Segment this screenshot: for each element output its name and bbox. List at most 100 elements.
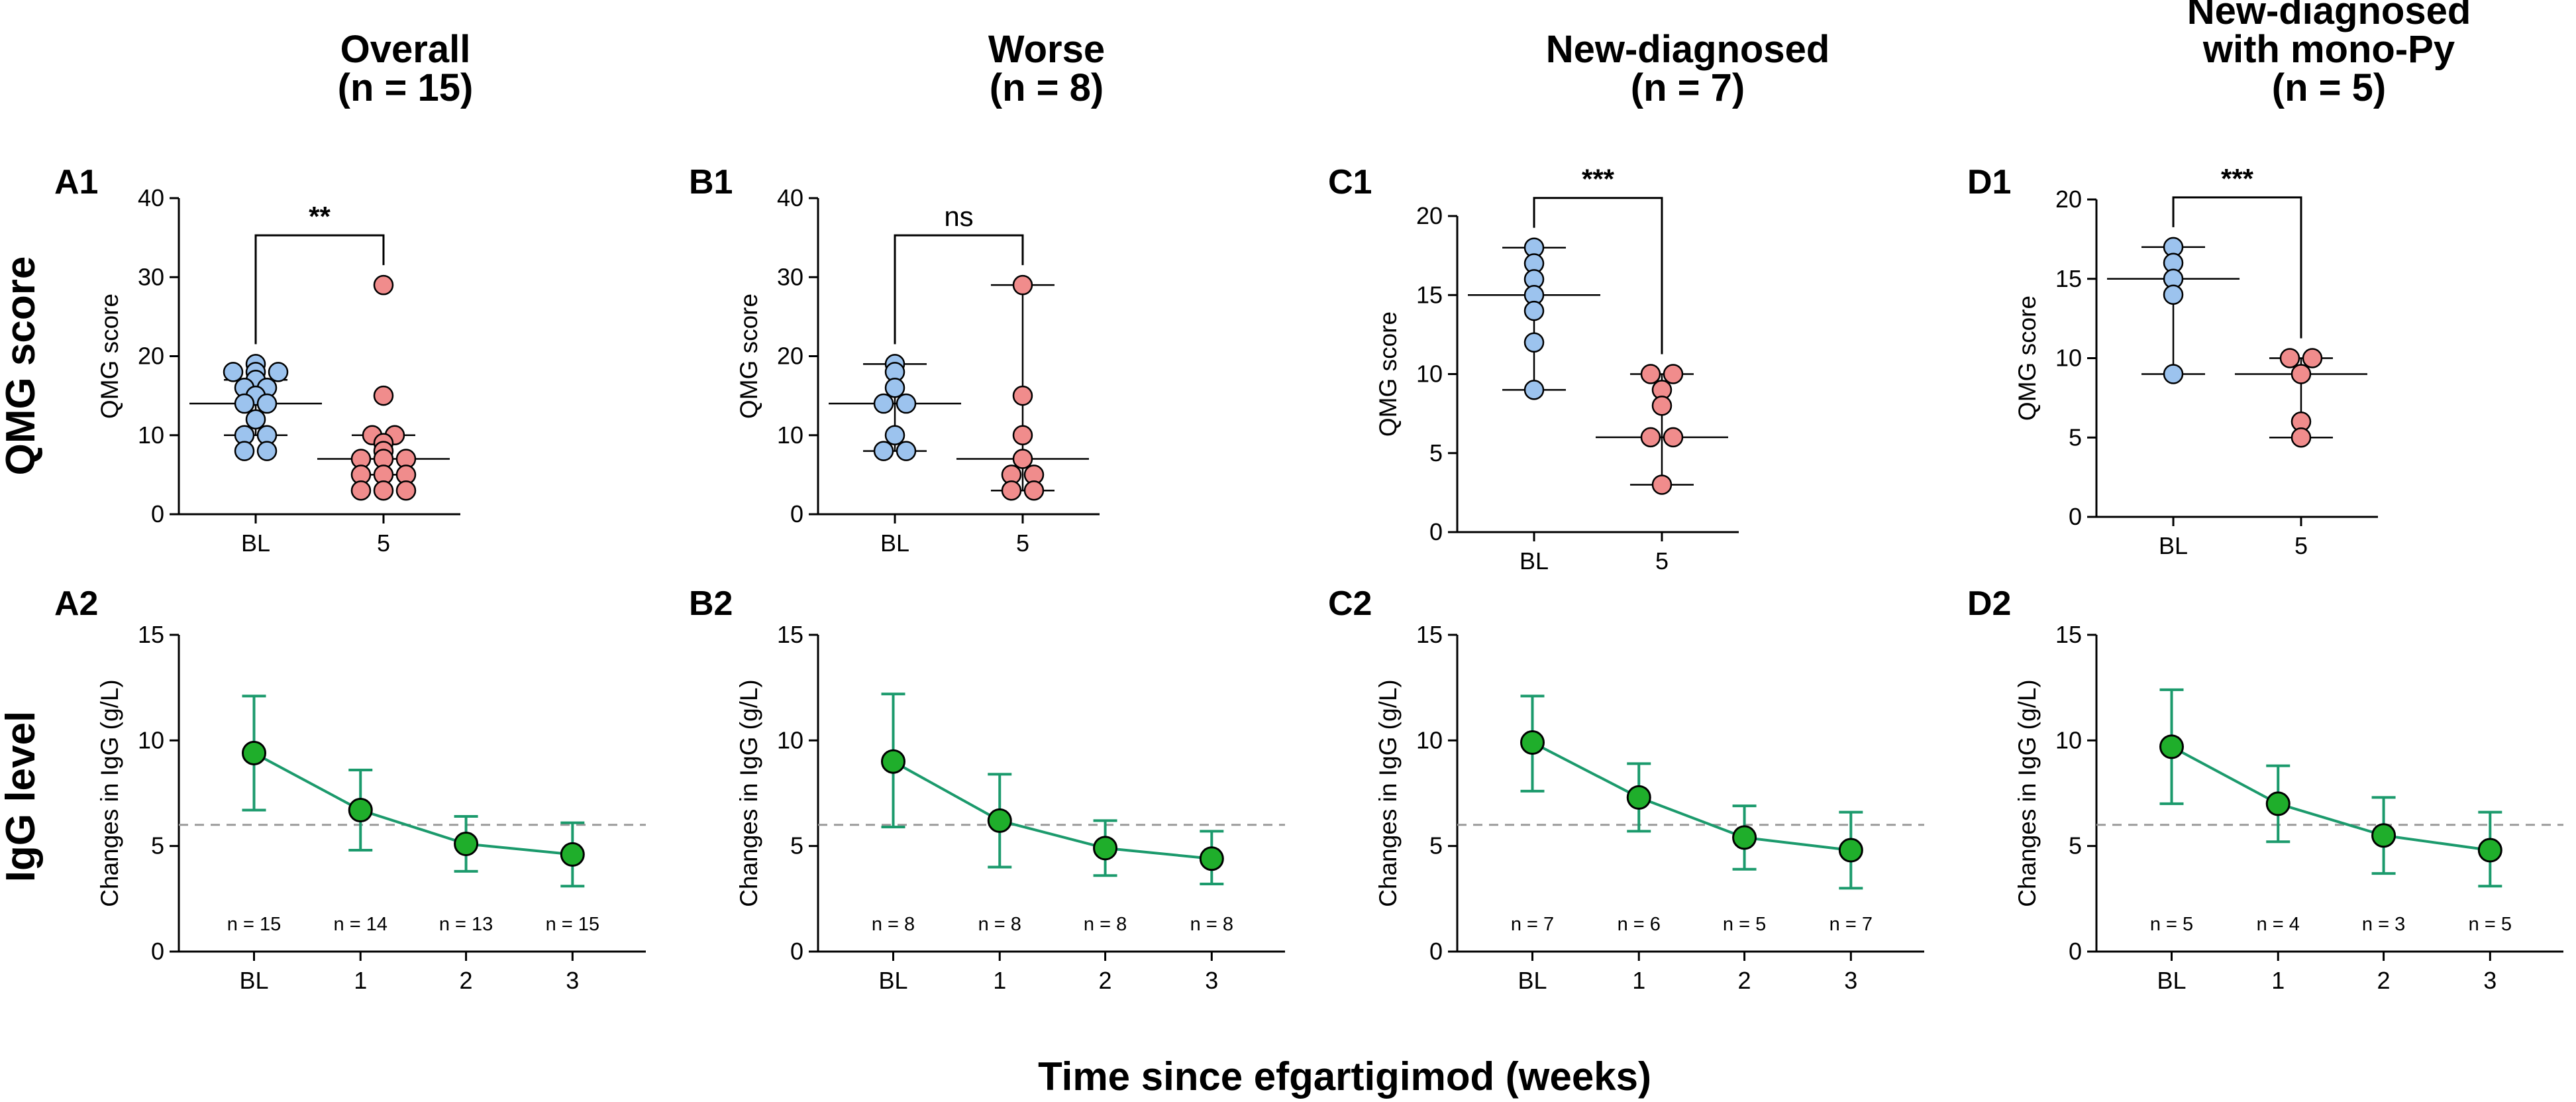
mean-point — [1199, 846, 1224, 871]
x-tick-label: 1 — [354, 967, 367, 994]
y-tick-label: 30 — [777, 263, 803, 290]
y-tick-label: 10 — [777, 726, 803, 753]
n-label: n = 4 — [2257, 914, 2300, 935]
global-x-axis-title: Time since efgartigimod (weeks) — [1038, 1054, 1651, 1099]
n-label: n = 5 — [1723, 914, 1766, 935]
mean-line — [2171, 745, 2491, 852]
y-tick-label: 5 — [151, 832, 164, 859]
mean-point — [454, 831, 479, 856]
y-tick-label: 20 — [138, 343, 164, 370]
data-point — [1001, 480, 1022, 501]
data-point — [1523, 332, 1545, 353]
y-tick-label: 5 — [1429, 832, 1443, 859]
n-label: n = 8 — [872, 914, 915, 935]
group-bl — [189, 354, 323, 461]
y-tick-label: 0 — [151, 938, 164, 965]
column-title-line: (n = 8) — [990, 66, 1104, 109]
mean-point — [242, 740, 267, 765]
y-tick-label: 20 — [1416, 202, 1443, 229]
significance-label: ** — [309, 201, 331, 232]
y-tick-label: 40 — [777, 184, 803, 211]
column-title-line: New-diagnosed — [1546, 28, 1830, 71]
data-point — [1640, 364, 1661, 384]
panel-c1: C1 0 5 10 15 20 QMG score BL 5 *** — [1328, 163, 1739, 575]
mean-point — [1093, 836, 1118, 861]
data-point — [2279, 348, 2300, 368]
x-tick-label: 3 — [2483, 967, 2497, 994]
y-axis-title: Changes in IgG (g/L) — [2014, 679, 2041, 907]
x-tick-label: 5 — [377, 529, 390, 557]
data-point — [2291, 364, 2312, 384]
data-point — [1012, 425, 1033, 445]
data-point — [234, 393, 255, 414]
data-point — [1023, 480, 1045, 501]
panel-a1: A1 0 10 20 30 40 QMG score BL 5 ** — [54, 163, 460, 557]
x-tick-label: 3 — [566, 967, 579, 994]
y-tick-label: 10 — [1416, 726, 1443, 753]
group-wk5 — [317, 274, 450, 501]
panel-label: D1 — [1967, 163, 2011, 201]
y-tick-label: 30 — [138, 263, 164, 290]
significance-bracket: ns — [894, 201, 1024, 345]
y-tick-label: 15 — [1416, 281, 1443, 308]
mean-line — [892, 760, 1212, 860]
y-tick-label: 15 — [777, 621, 803, 648]
x-tick-label: BL — [2157, 967, 2186, 994]
panel-d1: D1 0 5 10 15 20 QMG score BL 5 *** — [1967, 163, 2378, 559]
data-point — [873, 441, 894, 461]
column-title-line: with mono-Py — [2202, 28, 2455, 71]
column-title-line: Overall — [340, 28, 471, 71]
panel-b1: B1 0 10 20 30 40 QMG score BL 5 ns — [689, 163, 1100, 557]
significance-label: ns — [944, 201, 973, 232]
significance-bracket: ** — [254, 201, 385, 345]
n-label: n = 8 — [1084, 914, 1127, 935]
x-tick-label: 3 — [1205, 967, 1218, 994]
data-point — [884, 377, 905, 398]
n-label: n = 15 — [546, 914, 599, 935]
mean-point — [2477, 838, 2502, 863]
data-point — [1012, 449, 1033, 469]
x-tick-label: BL — [239, 967, 268, 994]
x-tick-label: BL — [878, 967, 907, 994]
n-label: n = 5 — [2469, 914, 2512, 935]
y-tick-label: 0 — [1429, 938, 1443, 965]
column-title-line: New-diagnosed — [2187, 0, 2471, 32]
y-tick-label: 20 — [777, 343, 803, 370]
significance-label: *** — [2221, 163, 2254, 194]
mean-point — [560, 842, 585, 867]
y-axis-title: Changes in IgG (g/L) — [96, 679, 123, 907]
significance-bracket: *** — [1533, 164, 1663, 355]
y-tick-label: 5 — [1429, 439, 1443, 467]
panel-label: B2 — [689, 584, 733, 623]
data-point — [873, 393, 894, 414]
mean-line — [253, 751, 573, 856]
panel-label: C1 — [1328, 163, 1372, 201]
data-point — [223, 362, 244, 382]
panel-d2: D2 0 5 10 15 Changes in IgG (g/L) BL 1 2 3 n = 5 n … — [1967, 584, 2563, 994]
group-bl — [1468, 237, 1601, 400]
mean-point — [1732, 825, 1757, 850]
panel-b2: B2 0 5 10 15 Changes in IgG (g/L) BL 1 2 3 n = 8 n … — [689, 584, 1285, 994]
y-tick-label: 10 — [2055, 726, 2082, 753]
y-tick-label: 10 — [777, 421, 803, 449]
mean-line — [1531, 741, 1851, 852]
significance-bracket: *** — [2172, 163, 2302, 339]
x-tick-label: 1 — [2271, 967, 2285, 994]
x-tick-label: 2 — [1738, 967, 1751, 994]
n-label: n = 7 — [1511, 914, 1554, 935]
data-point — [373, 480, 394, 501]
data-point — [1651, 474, 1673, 495]
mean-point — [2159, 734, 2185, 759]
y-tick-label: 10 — [2055, 345, 2082, 372]
y-tick-label: 10 — [138, 421, 164, 449]
y-axis-title: QMG score — [735, 294, 762, 419]
y-tick-label: 0 — [151, 500, 164, 527]
x-tick-label: 2 — [460, 967, 473, 994]
x-tick-label: 5 — [1655, 547, 1669, 575]
y-axis-title: QMG score — [2014, 296, 2041, 421]
y-tick-label: 20 — [2055, 186, 2082, 213]
n-label: n = 3 — [2362, 914, 2405, 935]
y-tick-label: 0 — [1429, 518, 1443, 545]
